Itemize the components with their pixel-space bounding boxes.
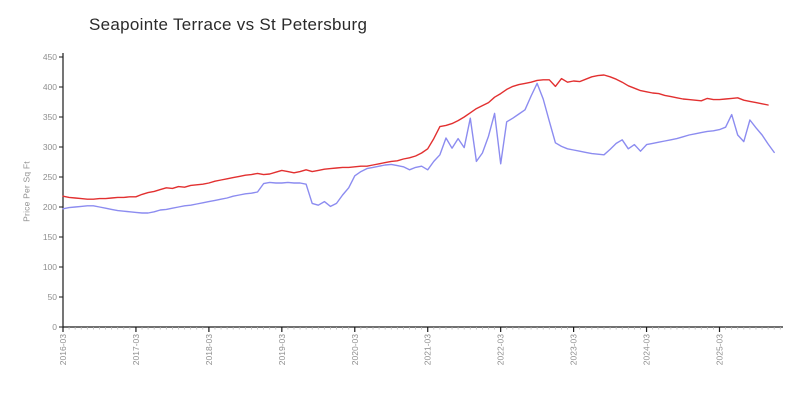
- x-tick-label: 2019-03: [277, 334, 287, 365]
- x-tick-label: 2025-03: [715, 334, 725, 365]
- x-tick-label: 2023-03: [569, 334, 579, 365]
- y-tick-label: 0: [52, 322, 57, 332]
- x-tick-label: 2022-03: [496, 334, 506, 365]
- y-tick-label: 300: [43, 142, 57, 152]
- y-tick-label: 150: [43, 232, 57, 242]
- series-line-seapointe-terrace: [62, 82, 775, 214]
- x-tick-label: 2024-03: [642, 334, 652, 365]
- x-tick-label: 2018-03: [204, 334, 214, 365]
- y-axis-label: Price Per Sq Ft: [21, 161, 32, 222]
- y-tick-label: 250: [43, 172, 57, 182]
- y-tick-label: 50: [48, 292, 58, 302]
- y-tick-label: 400: [43, 82, 57, 92]
- y-tick-label: 200: [43, 202, 57, 212]
- y-tick-label: 100: [43, 262, 57, 272]
- x-tick-label: 2021-03: [423, 334, 433, 365]
- x-tick-label: 2020-03: [350, 334, 360, 365]
- axes: [62, 53, 783, 328]
- x-tick-label: 2017-03: [131, 334, 141, 365]
- y-tick-label: 450: [43, 52, 57, 62]
- chart-title: Seapointe Terrace vs St Petersburg: [89, 15, 368, 34]
- x-tick-label: 2016-03: [58, 334, 68, 365]
- y-tick-label: 350: [43, 112, 57, 122]
- series-line-st-petersburg: [62, 74, 769, 200]
